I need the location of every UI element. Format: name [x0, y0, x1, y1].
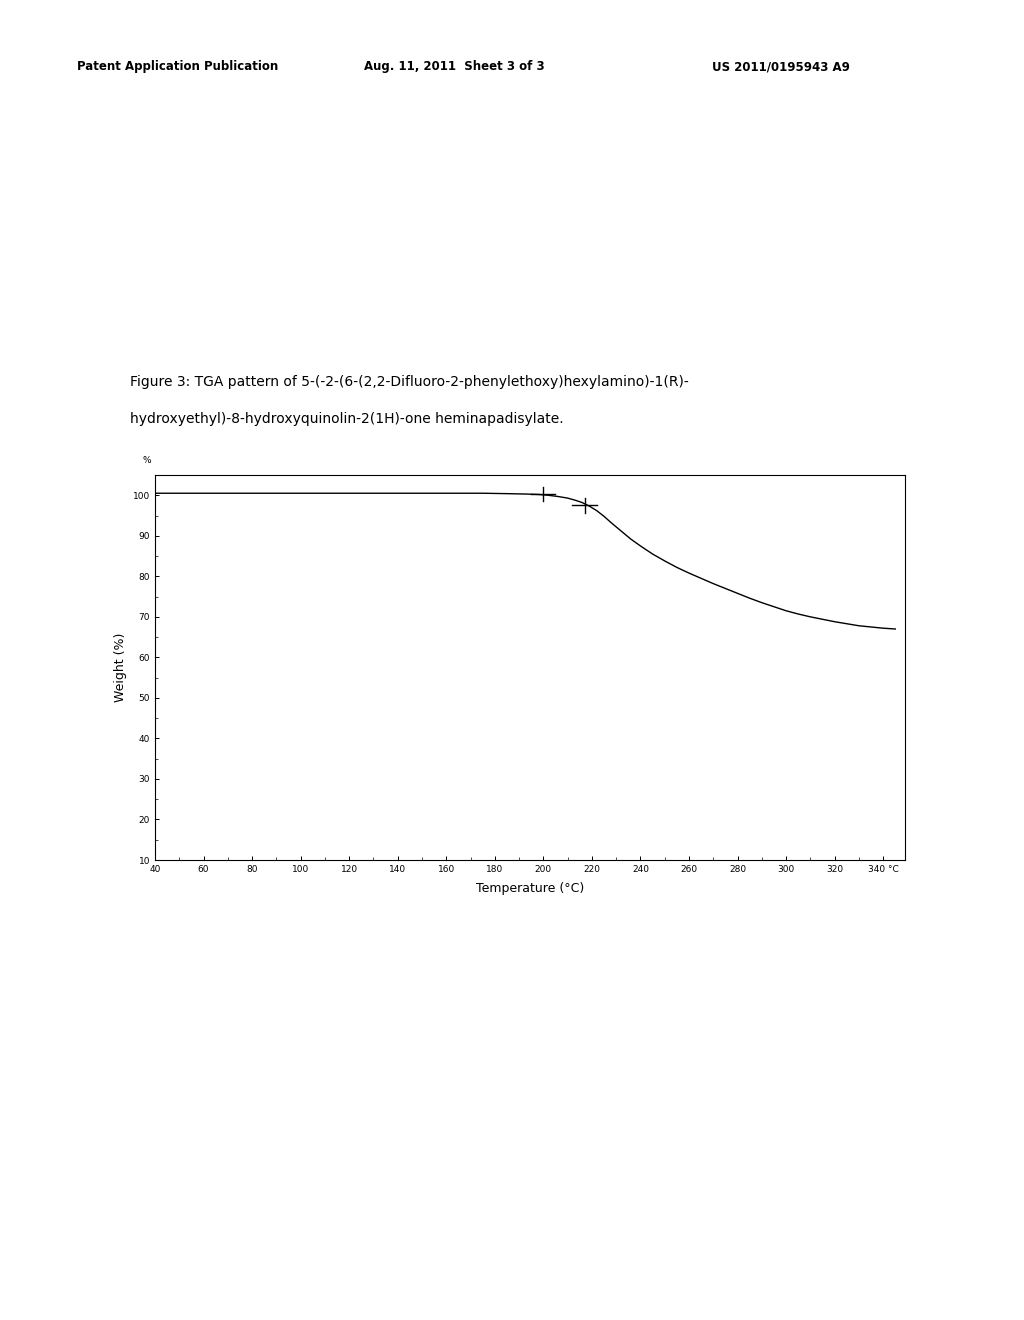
Text: Figure 3: TGA pattern of 5-(-2-(6-(2,2-Difluoro-2-phenylethoxy)hexylamino)-1(R)-: Figure 3: TGA pattern of 5-(-2-(6-(2,2-D…	[130, 375, 689, 389]
Text: hydroxyethyl)-8-hydroxyquinolin-2(1H)-one heminapadisylate.: hydroxyethyl)-8-hydroxyquinolin-2(1H)-on…	[130, 412, 563, 426]
Text: %: %	[142, 457, 152, 466]
X-axis label: Temperature (°C): Temperature (°C)	[476, 882, 584, 895]
Y-axis label: Weight (%): Weight (%)	[115, 632, 127, 702]
Text: Patent Application Publication: Patent Application Publication	[77, 59, 279, 73]
Text: Aug. 11, 2011  Sheet 3 of 3: Aug. 11, 2011 Sheet 3 of 3	[364, 59, 544, 73]
Text: US 2011/0195943 A9: US 2011/0195943 A9	[712, 59, 850, 73]
